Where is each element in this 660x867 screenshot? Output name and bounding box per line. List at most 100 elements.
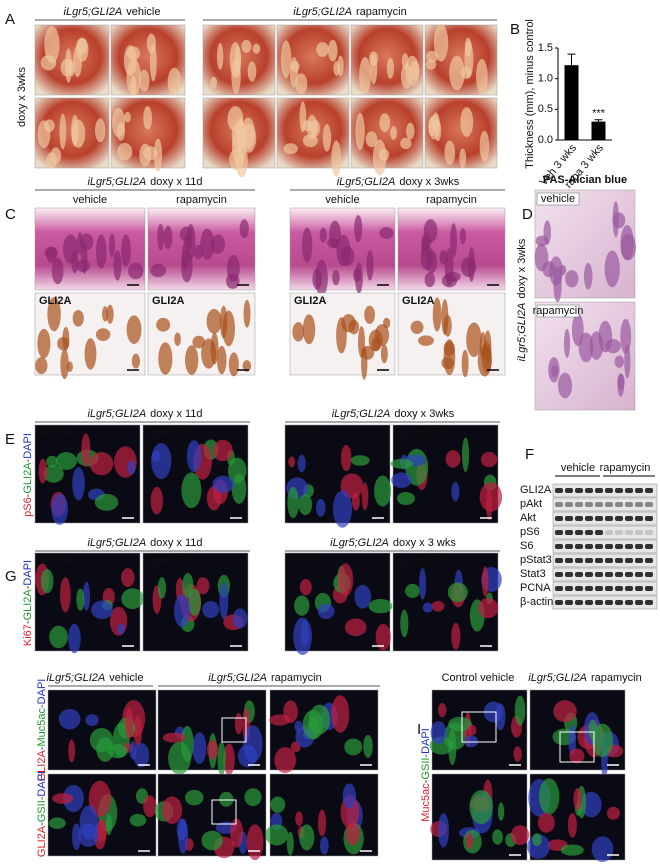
- y-tick-label: 1.0: [538, 73, 553, 85]
- tissue-feature: [210, 76, 218, 89]
- tissue-feature: [244, 788, 262, 807]
- tissue-feature: [84, 338, 97, 370]
- stain-label: GLI2A: [402, 295, 434, 307]
- blot-band: [555, 502, 563, 507]
- tissue-feature: [340, 445, 352, 472]
- tissue-feature: [46, 455, 58, 468]
- tissue-feature: [448, 716, 472, 732]
- tissue-feature: [121, 568, 135, 588]
- blot-band: [595, 586, 603, 591]
- tissue-feature: [212, 439, 233, 462]
- tissue-feature: [295, 73, 308, 95]
- stain-part: DAPI: [22, 433, 34, 459]
- tissue-feature: [378, 148, 390, 162]
- blot-band: [605, 586, 613, 591]
- tissue-feature: [302, 120, 313, 132]
- tissue-feature: [332, 269, 340, 286]
- tissue-feature: [212, 475, 235, 493]
- blot-band: [555, 516, 563, 521]
- micrograph: [202, 97, 276, 178]
- blot-band: [635, 600, 643, 605]
- tissue-feature: [583, 262, 593, 290]
- panel-header: iLgr5;GLI2A rapamycin: [293, 6, 406, 18]
- tissue-feature: [223, 743, 235, 775]
- tissue-feature: [62, 326, 70, 351]
- tissue-feature: [410, 60, 420, 80]
- blot-band: [605, 488, 613, 493]
- tissue-feature: [400, 609, 409, 638]
- tissue-feature: [163, 225, 173, 250]
- micrograph: [157, 689, 267, 777]
- stain-part: GSII: [420, 758, 432, 780]
- blot-band: [575, 488, 583, 493]
- tissue-feature: [345, 822, 361, 846]
- group-label: rapamycin: [600, 462, 651, 474]
- blot-band: [615, 558, 623, 563]
- tissue-feature: [37, 328, 51, 359]
- y-tick-label: 0.0: [538, 134, 553, 146]
- tissue-feature: [480, 451, 498, 468]
- tissue-feature: [328, 39, 338, 62]
- blot-band: [645, 558, 653, 563]
- tissue-feature: [465, 832, 473, 849]
- micrograph: [534, 301, 636, 411]
- tissue-feature: [560, 844, 584, 856]
- tissue-feature: [188, 588, 201, 616]
- tissue-feature: [310, 119, 320, 137]
- tissue-feature: [287, 486, 299, 519]
- tissue-feature: [322, 124, 332, 152]
- tissue-feature: [439, 250, 448, 265]
- blot-band: [595, 600, 603, 605]
- tissue-feature: [295, 811, 303, 826]
- tissue-feature: [422, 602, 433, 613]
- tissue-feature: [270, 796, 286, 813]
- tissue-feature: [246, 824, 264, 861]
- stain-part: -: [36, 746, 48, 750]
- tissue-feature: [247, 61, 257, 82]
- micrograph: [34, 207, 146, 291]
- micrograph: [350, 97, 424, 176]
- tissue-feature: [532, 833, 542, 847]
- stain-label: GLI2A: [294, 295, 326, 307]
- condition: rapamycin: [356, 6, 407, 18]
- tissue-feature: [418, 335, 434, 346]
- blot-row-label: Stat3: [520, 568, 546, 580]
- tissue-feature: [217, 741, 226, 777]
- tissue-feature: [47, 297, 61, 332]
- tissue-feature: [58, 708, 81, 730]
- blot-band: [615, 544, 623, 549]
- tissue-feature: [116, 122, 126, 141]
- tissue-feature: [317, 603, 335, 619]
- tissue-feature: [449, 55, 465, 91]
- image-label: vehicle: [541, 193, 575, 205]
- tissue-feature: [461, 349, 469, 378]
- tissue-feature: [383, 317, 391, 329]
- tissue-feature: [68, 739, 76, 763]
- bar: [591, 121, 606, 140]
- tissue-feature: [419, 567, 427, 600]
- tissue-feature: [95, 118, 106, 143]
- tissue-feature: [133, 716, 143, 747]
- tissue-feature: [477, 597, 499, 619]
- micrograph: [529, 689, 626, 780]
- blot-row-label: pStat3: [520, 554, 552, 566]
- tissue-feature: [332, 490, 353, 528]
- micrograph: [34, 292, 146, 380]
- tissue-feature: [359, 56, 371, 94]
- blot-band: [565, 600, 573, 605]
- tissue-feature: [433, 23, 449, 62]
- condition: doxy x 3wks: [394, 408, 454, 420]
- tissue-feature: [331, 695, 350, 733]
- tissue-feature: [76, 232, 83, 255]
- tissue-feature: [361, 346, 368, 380]
- tissue-feature: [127, 460, 136, 475]
- blot-band: [615, 488, 623, 493]
- blot-band: [605, 502, 613, 507]
- condition: doxy x 3wks: [516, 238, 528, 298]
- tissue-feature: [79, 805, 99, 840]
- micrograph: [276, 24, 350, 96]
- tissue-feature: [432, 297, 442, 332]
- tissue-feature: [351, 492, 360, 511]
- stain-part: -: [22, 493, 34, 497]
